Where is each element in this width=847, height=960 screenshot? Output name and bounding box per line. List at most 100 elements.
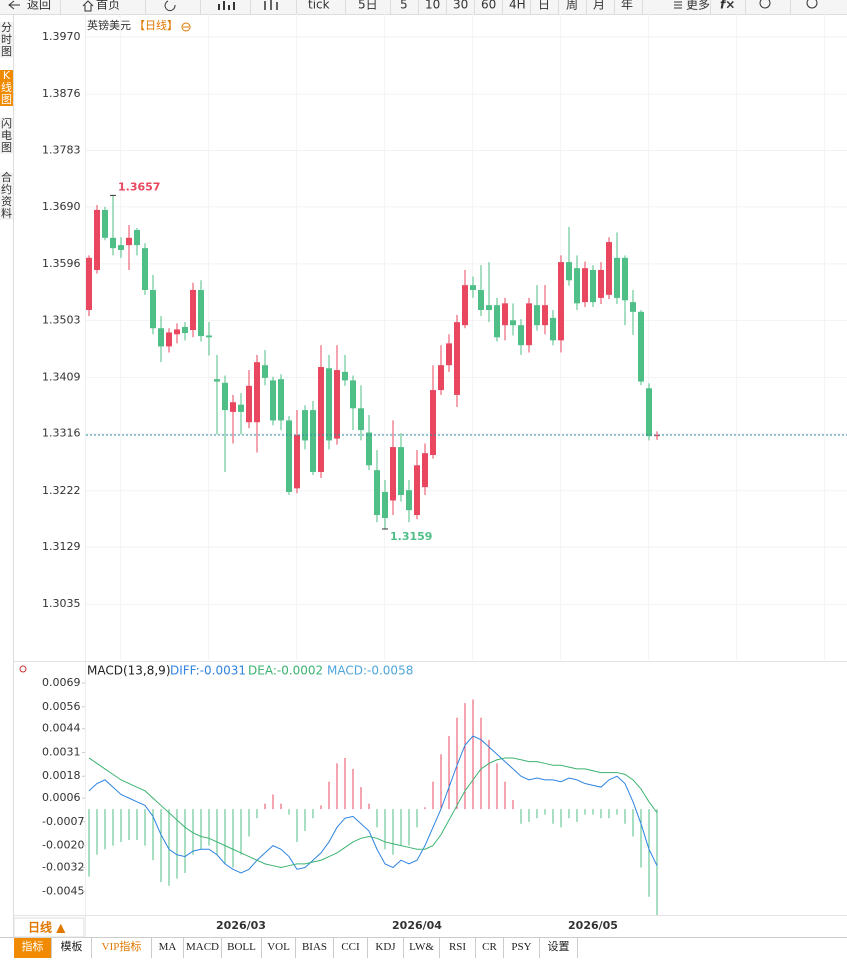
- legend-entry: MACD:-0.0058: [327, 664, 413, 678]
- low-label: 1.3159: [390, 530, 432, 543]
- candle-body: [630, 302, 636, 312]
- candle-body: [598, 269, 604, 298]
- candle-body: [366, 432, 372, 466]
- toolbar-button[interactable]: 首页: [96, 0, 120, 12]
- period-box[interactable]: [13, 917, 85, 938]
- candle-body: [174, 329, 180, 335]
- candle-body: [222, 382, 228, 411]
- toolbar-button[interactable]: 月: [593, 0, 605, 12]
- indicator-tab[interactable]: PSY: [504, 938, 540, 958]
- period-selector[interactable]: 日线 ▲: [28, 920, 66, 935]
- indicator-tab[interactable]: KDJ: [368, 938, 404, 958]
- candle-body: [150, 289, 156, 329]
- toolbar-button[interactable]: 60: [481, 0, 496, 12]
- indicator-tab[interactable]: LW&: [404, 938, 440, 958]
- candle-body: [166, 332, 172, 347]
- x-tick-label: 2026/03: [216, 919, 266, 932]
- candle-body: [350, 380, 356, 409]
- legend-entry: DIFF:-0.0031: [170, 664, 246, 678]
- candle-body: [238, 404, 244, 412]
- candle-body: [390, 447, 396, 501]
- toolbar-button[interactable]: 日: [538, 0, 550, 12]
- indicator-tab[interactable]: BIAS: [296, 938, 334, 958]
- indicator-tab[interactable]: BOLL: [222, 938, 262, 958]
- y-tick-label: -0.0045: [42, 884, 84, 897]
- y-tick-label: 0.0031: [42, 745, 81, 758]
- y-tick-label: 1.3970: [42, 30, 81, 43]
- toolbar-button[interactable]: 更多: [686, 0, 710, 12]
- indicator-tab[interactable]: VOL: [262, 938, 296, 958]
- toolbar-button[interactable]: 5: [400, 0, 408, 12]
- sidebar-tab[interactable]: 合约资料: [0, 171, 13, 220]
- toolbar-button[interactable]: 返回: [27, 0, 51, 12]
- candle-body: [422, 453, 428, 488]
- toolbar-button[interactable]: tick: [308, 0, 330, 12]
- candle-body: [414, 465, 420, 516]
- bar-icon[interactable]: [218, 1, 235, 10]
- candle-body: [270, 380, 276, 421]
- candle-body: [582, 268, 588, 303]
- high-label: 1.3657: [118, 180, 160, 193]
- macd-line: [88, 757, 658, 869]
- candle-body: [110, 237, 116, 249]
- y-tick-label: 0.0006: [42, 791, 81, 804]
- candle-body: [206, 335, 212, 338]
- indicator-icon[interactable]: [19, 665, 27, 673]
- candle-body: [326, 368, 332, 441]
- y-tick-label: 0.0018: [42, 769, 81, 782]
- candle-body: [262, 365, 268, 378]
- legend-entry: DEA:-0.0002: [248, 664, 323, 678]
- zoom-out-icon[interactable]: [759, 0, 771, 9]
- toolbar-button[interactable]: 10: [425, 0, 440, 12]
- indicator-tab[interactable]: CCI: [334, 938, 368, 958]
- indicator-tab[interactable]: RSI: [440, 938, 476, 958]
- candle-body: [406, 490, 412, 511]
- x-tick-label: 2026/05: [568, 919, 618, 932]
- candle-icon[interactable]: [264, 0, 278, 10]
- indicator-tab[interactable]: MACD: [184, 938, 222, 958]
- sidebar-tab[interactable]: 闪电图: [0, 117, 13, 154]
- y-tick-label: -0.0020: [42, 839, 84, 852]
- indicator-tab[interactable]: 模板: [52, 938, 92, 958]
- y-tick-label: -0.0032: [42, 861, 84, 874]
- candle-body: [622, 257, 628, 301]
- candle-body: [478, 289, 484, 311]
- toolbar-button[interactable]: 4H: [509, 0, 526, 12]
- refresh-icon[interactable]: [164, 0, 176, 12]
- candle-body: [646, 388, 652, 437]
- candle-body: [278, 379, 284, 421]
- candle-body: [86, 257, 92, 311]
- indicator-tab[interactable]: MA: [152, 938, 184, 958]
- candle-body: [198, 289, 204, 337]
- toolbar-button[interactable]: 周: [566, 0, 578, 12]
- legend-entry: MACD(13,8,9): [87, 664, 171, 678]
- indicator-tab[interactable]: 设置: [540, 938, 578, 958]
- candle-body: [134, 229, 140, 246]
- sidebar-tab[interactable]: 分时图: [0, 21, 13, 58]
- indicator-tab[interactable]: 指标: [14, 938, 52, 958]
- chart-period: 【日线】: [134, 18, 178, 32]
- candle-body: [94, 209, 100, 270]
- zoom-in-icon[interactable]: [806, 0, 818, 9]
- candle-body: [638, 311, 644, 382]
- toolbar-button[interactable]: 5日: [358, 0, 378, 12]
- toolbar-button[interactable]: 年: [621, 0, 633, 12]
- candle-body: [614, 257, 620, 298]
- candle-body: [342, 371, 348, 381]
- sidebar-tab[interactable]: K线图: [0, 69, 13, 106]
- candle-body: [358, 408, 364, 431]
- y-tick-label: 1.3035: [42, 597, 81, 610]
- y-tick-label: 1.3503: [42, 313, 81, 326]
- toolbar-button[interactable]: 30: [453, 0, 468, 12]
- candle-body: [438, 365, 444, 391]
- y-tick-label: 1.3690: [42, 200, 81, 213]
- collapse-icon[interactable]: [181, 22, 191, 32]
- candle-body: [190, 289, 196, 331]
- fx-icon[interactable]: f×: [720, 0, 735, 12]
- back-icon: [8, 0, 20, 10]
- indicator-tab[interactable]: CR: [476, 938, 504, 958]
- y-tick-label: 1.3876: [42, 87, 81, 100]
- indicator-tab[interactable]: VIP指标: [92, 938, 152, 958]
- y-tick-label: 1.3409: [42, 370, 81, 383]
